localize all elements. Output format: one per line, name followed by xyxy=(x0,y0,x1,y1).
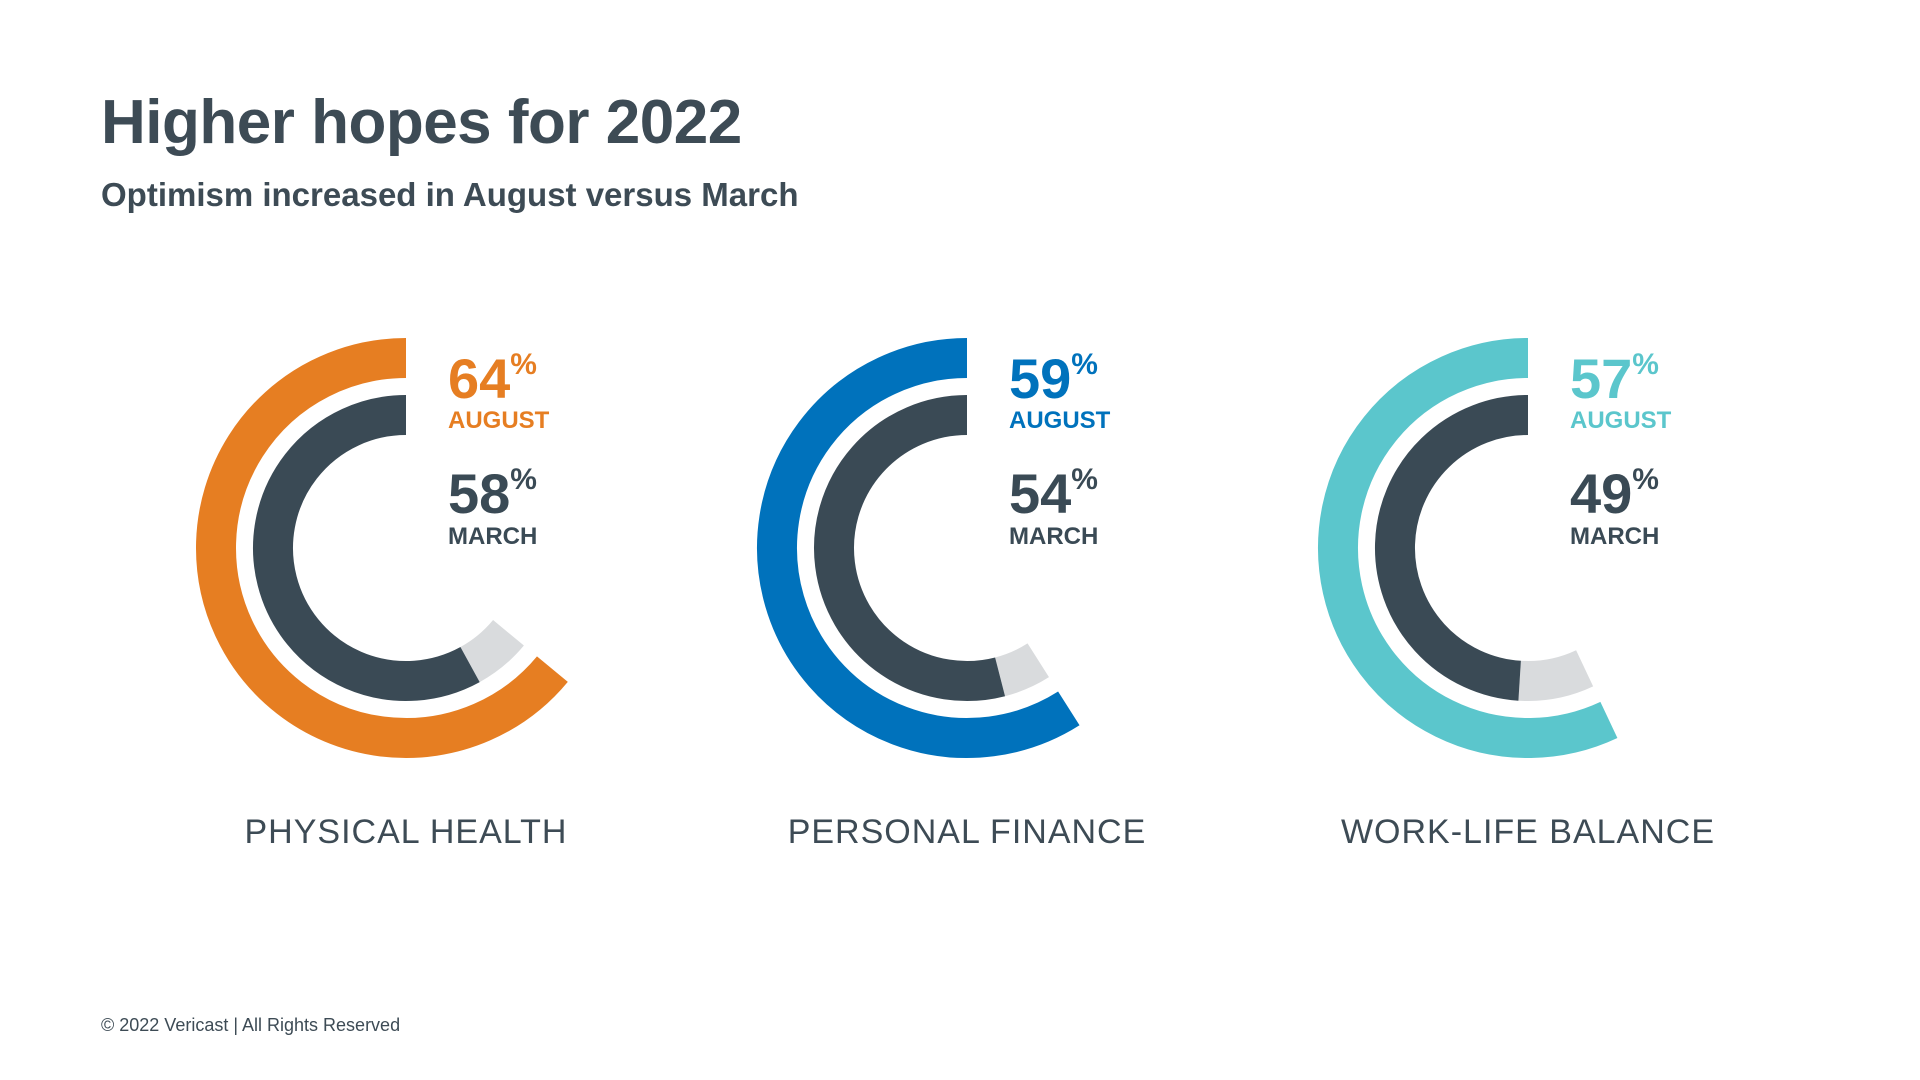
page-subtitle: Optimism increased in August versus Marc… xyxy=(101,176,799,213)
march-label: MARCH xyxy=(1570,523,1659,550)
march-arc xyxy=(814,395,1006,701)
march-arc xyxy=(253,395,480,701)
march-value-number: 49 xyxy=(1570,462,1632,525)
change-arc xyxy=(1518,649,1594,701)
category-label: WORK-LIFE BALANCE xyxy=(1341,813,1715,851)
august-arc xyxy=(757,338,1080,758)
august-value: 57% xyxy=(1570,347,1659,410)
change-arc xyxy=(459,619,524,683)
march-value: 58% xyxy=(448,462,537,525)
percent-sign: % xyxy=(510,463,537,496)
march-arc xyxy=(1374,395,1529,701)
change-arc xyxy=(994,643,1049,697)
august-value-number: 64 xyxy=(448,347,510,410)
august-arc xyxy=(196,338,568,758)
march-value-number: 54 xyxy=(1009,462,1071,525)
march-value-number: 58 xyxy=(448,462,510,525)
august-label: AUGUST xyxy=(448,407,550,434)
march-value: 54% xyxy=(1009,462,1098,525)
page-title: Higher hopes for 2022 xyxy=(101,88,742,157)
category-label: PHYSICAL HEALTH xyxy=(245,813,568,851)
percent-sign: % xyxy=(1632,348,1659,381)
august-value-number: 57 xyxy=(1570,347,1632,410)
august-arc xyxy=(1318,338,1618,758)
percent-sign: % xyxy=(1071,463,1098,496)
august-value: 59% xyxy=(1009,347,1098,410)
percent-sign: % xyxy=(1632,463,1659,496)
august-value: 64% xyxy=(448,347,537,410)
august-value-number: 59 xyxy=(1009,347,1071,410)
august-label: AUGUST xyxy=(1009,407,1111,434)
category-label: PERSONAL FINANCE xyxy=(788,813,1147,851)
march-label: MARCH xyxy=(1009,523,1098,550)
percent-sign: % xyxy=(510,348,537,381)
march-value: 49% xyxy=(1570,462,1659,525)
percent-sign: % xyxy=(1071,348,1098,381)
march-label: MARCH xyxy=(448,523,537,550)
august-label: AUGUST xyxy=(1570,407,1672,434)
copyright-footer: © 2022 Vericast | All Rights Reserved xyxy=(101,1015,401,1035)
